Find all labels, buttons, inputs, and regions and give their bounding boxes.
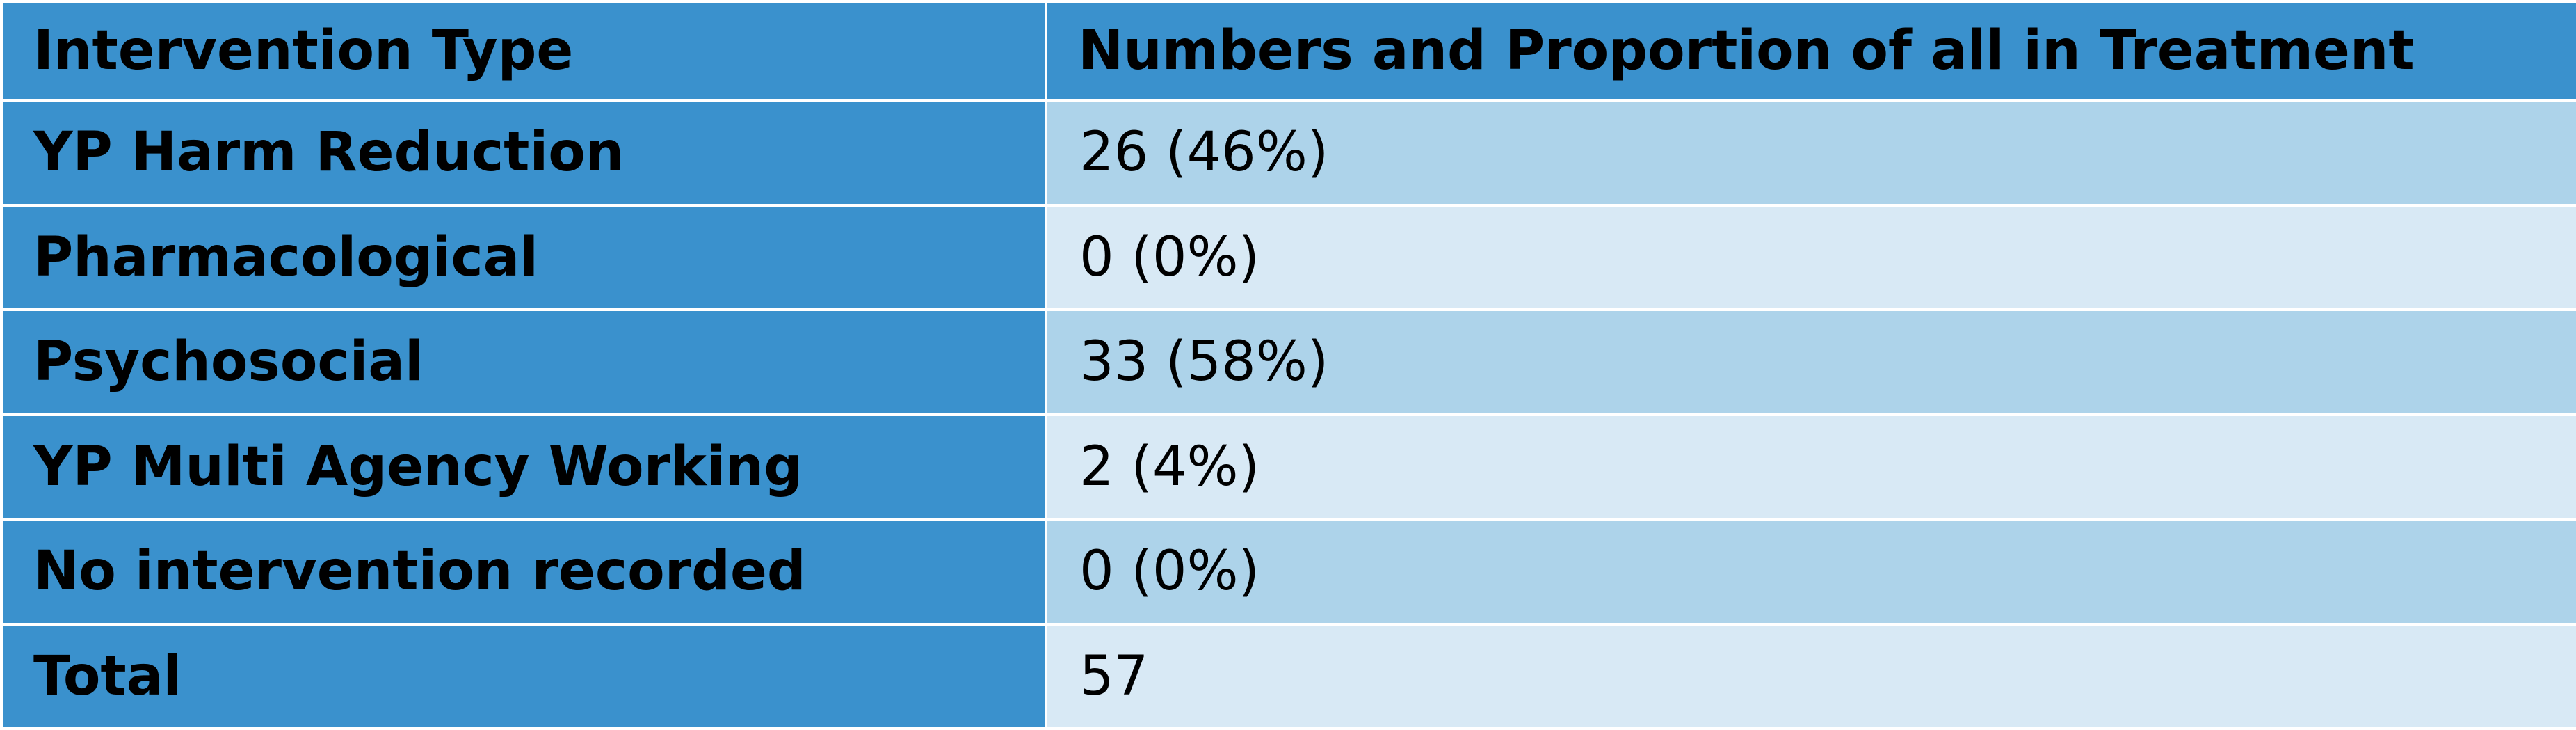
row-value: 33 (58%)	[1045, 308, 2576, 416]
row-intervention-type: Psychosocial	[0, 308, 1047, 416]
table-row: No intervention recorded 0 (0%)	[0, 518, 2576, 626]
row-intervention-type: No intervention recorded	[0, 518, 1047, 626]
row-intervention-type: YP Harm Reduction	[0, 99, 1047, 207]
table-row: Pharmacological 0 (0%)	[0, 203, 2576, 311]
table-total-row: Total 57	[0, 622, 2576, 730]
table-row: Psychosocial 33 (58%)	[0, 308, 2576, 416]
table-row: YP Harm Reduction 26 (46%)	[0, 99, 2576, 207]
table-header-row: Intervention Type Numbers and Proportion…	[0, 0, 2576, 102]
table-row: YP Multi Agency Working 2 (4%)	[0, 413, 2576, 521]
row-intervention-type: Pharmacological	[0, 203, 1047, 311]
row-value: 2 (4%)	[1045, 413, 2576, 521]
total-label: Total	[0, 622, 1047, 730]
header-intervention-type: Intervention Type	[0, 0, 1047, 102]
header-numbers-proportion: Numbers and Proportion of all in Treatme…	[1045, 0, 2576, 102]
total-value: 57	[1045, 622, 2576, 730]
row-value: 0 (0%)	[1045, 203, 2576, 311]
row-value: 26 (46%)	[1045, 99, 2576, 207]
row-intervention-type: YP Multi Agency Working	[0, 413, 1047, 521]
row-value: 0 (0%)	[1045, 518, 2576, 626]
